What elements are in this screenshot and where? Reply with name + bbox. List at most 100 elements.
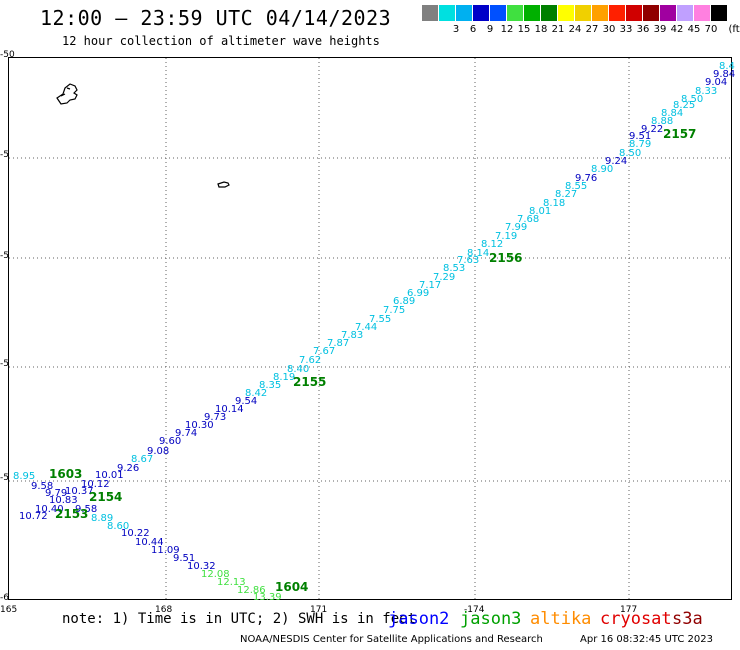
wave-height-label: 9.74 [175,428,198,439]
wave-height-label: 7.99 [505,222,528,233]
wave-height-label: 8.01 [529,206,552,217]
wave-height-label: 9.54 [235,396,258,407]
wave-height-label: 9.26 [117,463,140,474]
lon-label: 177 [620,605,638,615]
wave-height-label: 10.72 [19,511,48,522]
wave-height-label: 8.84 [661,108,684,119]
scale-swatch [456,5,472,21]
wave-height-label: 12.08 [201,569,230,580]
scale-tick-label: 33 [619,24,633,35]
wave-height-label: 9.79 [45,488,68,499]
scale-swatch [575,5,591,21]
pass-time-label: 2153 [55,507,89,521]
satellite-s3a: s3a [672,609,703,629]
wave-height-label: 7.87 [327,338,350,349]
satellite-jason3: jason3 [460,609,522,629]
scale-swatch [541,5,557,21]
scale-swatch [507,5,523,21]
scale-swatch [439,5,455,21]
scale-swatch [592,5,608,21]
wave-height-label: 8.4 [719,61,735,72]
lon-label: 171 [310,605,328,615]
scale-swatch [711,5,727,21]
wave-height-label: 6.99 [407,288,430,299]
wave-height-label: 8.25 [673,100,696,111]
generated-timestamp: Apr 16 08:32:45 UTC 2023 [580,634,713,645]
wave-height-label: 11.09 [151,545,180,556]
wave-height-label: 9.24 [605,156,628,167]
scale-swatch [422,5,438,21]
scale-swatch [473,5,489,21]
wave-height-label: 7.29 [433,272,456,283]
pass-time-label: 2154 [89,490,123,504]
scale-swatch [643,5,659,21]
wave-height-label: 9.22 [641,124,664,135]
scale-tick-label: 18 [534,24,548,35]
scale-tick-label: 3 [452,24,460,35]
wave-height-label: 9.51 [629,131,652,142]
wave-height-label: 6.89 [393,296,416,307]
scale-tick-label: 9 [486,24,494,35]
scale-tick-label: 45 [687,24,701,35]
wave-height-label: 8.40 [287,364,310,375]
wave-height-label: 7.44 [355,322,378,333]
scale-tick-label: 36 [636,24,650,35]
wave-height-label: 8.12 [481,239,504,250]
scale-tick-label: 6 [469,24,477,35]
wave-height-label: 10.12 [81,479,110,490]
pass-time-label: 2157 [663,127,697,141]
scale-swatch [694,5,710,21]
wave-height-label: 10.83 [49,495,78,506]
scale-swatch [558,5,574,21]
wave-height-label: 8.90 [591,164,614,175]
wave-height-label: 10.22 [121,528,150,539]
satellite-cryosat: cryosat [600,609,672,629]
footer-note: note: 1) Time is in UTC; 2) SWH is in fe… [62,611,417,627]
wave-height-label: 9.76 [575,173,598,184]
scale-swatch [609,5,625,21]
satellite-jason2: jason2 [388,609,450,629]
wave-height-label: 8.95 [13,471,36,482]
wave-height-label: 8.35 [259,380,282,391]
island-outline [217,181,230,188]
wave-height-label: 8.50 [619,148,642,159]
wave-height-label: 7.68 [517,214,540,225]
map-title: 12:00 – 23:59 UTC 04/14/2023 [40,6,392,30]
wave-height-label: 7.63 [457,255,480,266]
wave-height-label: 8.60 [107,521,130,532]
scale-tick-label: 24 [568,24,582,35]
wave-height-label: 8.88 [651,116,674,127]
scale-unit-label: (ft) [728,24,740,35]
scale-tick-label: 27 [585,24,599,35]
wave-height-label: 9.60 [159,436,182,447]
wave-height-label: 9.84 [713,69,736,80]
wave-height-label: 10.01 [95,470,124,481]
pass-time-label: 1604 [275,580,309,594]
wave-height-label: 8.42 [245,388,268,399]
wave-height-label: 8.55 [565,181,588,192]
wave-height-label: 10.14 [215,404,244,415]
map-subtitle: 12 hour collection of altimeter wave hei… [62,34,380,48]
scale-tick-label: 21 [551,24,565,35]
wave-height-label: 7.83 [341,330,364,341]
pass-time-label: 2156 [489,251,523,265]
wave-height-label: 8.19 [273,372,296,383]
island-outline [56,83,78,105]
wave-height-label: 12.13 [217,577,246,588]
wave-height-label: 7.17 [419,280,442,291]
wave-height-label: 8.50 [681,94,704,105]
wave-height-label: 8.79 [629,139,652,150]
pass-time-label: 1603 [49,467,83,481]
scale-tick-label: 15 [517,24,531,35]
scale-tick-label: 12 [500,24,514,35]
altimeter-map: 8.95 9.58 9.79 10.37 10.83 10.40 9.58 10.72 8.89… [8,57,736,603]
scale-tick-label: 30 [602,24,616,35]
wave-height-label: 7.55 [369,314,392,325]
credit-line: NOAA/NESDIS Center for Satellite Applica… [240,634,543,645]
lat-label: -58 [0,473,15,483]
lon-label: -174 [464,605,485,615]
wave-height-label: 9.04 [705,77,728,88]
lat-label: -52 [0,150,15,160]
scale-swatch [524,5,540,21]
scale-tick-label: 42 [670,24,684,35]
